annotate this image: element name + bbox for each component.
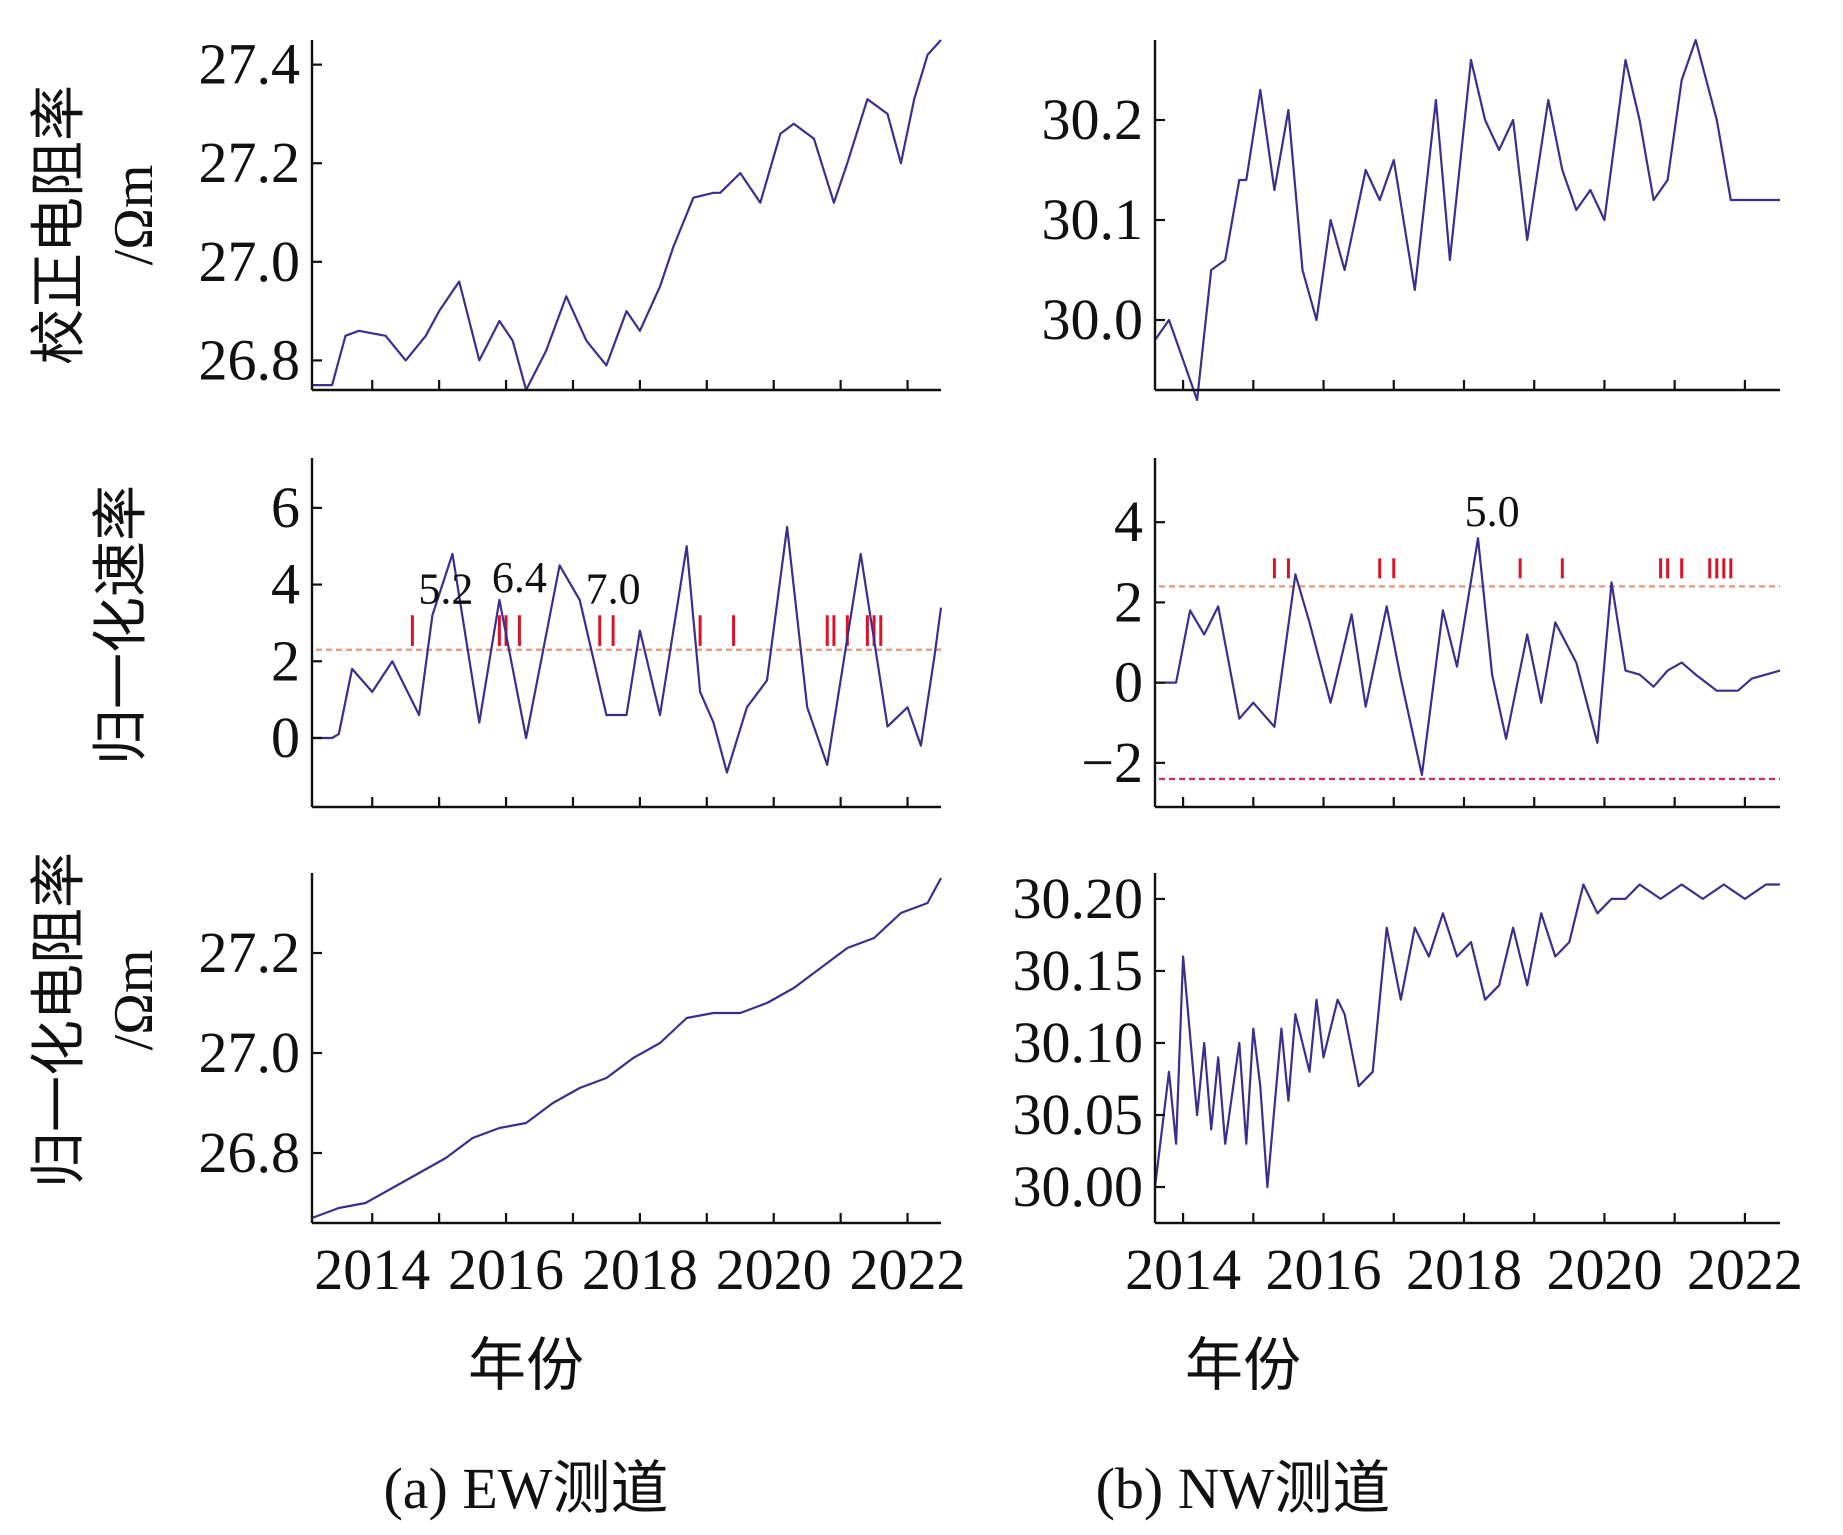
ew-normalized-series-line <box>311 877 942 1220</box>
nw-normalized-x-tick-label: 2022 <box>1687 1237 1803 1302</box>
row-label-corrected-resistivity: 校正电阻率 /Ωm <box>29 85 165 365</box>
panel-ew-corrected-resistivity: 26.8 27.0 27.2 27.4 <box>199 32 942 392</box>
panel-ew-normalized-rate: 0 2 4 6 5.2 6.4 7.0 <box>271 458 943 809</box>
ew-corrected-y-tick-label: 27.2 <box>199 130 301 195</box>
row-label-normalized-line2: /Ωm <box>103 950 165 1051</box>
nw-normalized-y-tick-label: 30.05 <box>1013 1082 1144 1147</box>
nw-rate-series-line <box>1155 537 1781 777</box>
xlabel-nw: 年份 <box>1185 1333 1301 1398</box>
caption-nw: (b) NW测道 <box>1096 1456 1391 1521</box>
ew-rate-annotation: 6.4 <box>492 553 547 602</box>
row-label-normalized-line1: 归一化电阻率 <box>29 852 91 1188</box>
row-label-corrected-line2: /Ωm <box>103 165 165 266</box>
nw-rate-annotation: 5.0 <box>1465 487 1520 536</box>
nw-normalized-y-tick-label: 30.20 <box>1013 866 1144 931</box>
ew-normalized-x-tick-label: 2022 <box>850 1237 966 1302</box>
nw-corrected-series-line <box>1154 38 1780 402</box>
row-label-normalized-rate: 归一化速率 <box>91 485 153 765</box>
ew-corrected-series-line <box>312 39 942 392</box>
nw-normalized-y-tick-label: 30.10 <box>1013 1010 1144 1075</box>
xlabel-ew: 年份 <box>468 1333 584 1398</box>
nw-normalized-x-tick-label: 2020 <box>1546 1237 1662 1302</box>
ew-rate-y-tick-label: 6 <box>271 475 300 540</box>
panel-nw-normalized-rate: −2 0 2 4 5.0 <box>1081 458 1781 809</box>
nw-normalized-x-tick-label: 2018 <box>1406 1237 1522 1302</box>
nw-normalized-x-tick-label: 2014 <box>1125 1237 1241 1302</box>
nw-rate-y-tick-label: −2 <box>1081 730 1143 795</box>
panel-nw-corrected-resistivity: 30.0 30.1 30.2 <box>1042 38 1780 402</box>
ew-rate-y-tick-label: 4 <box>271 552 300 617</box>
ew-corrected-y-tick-label: 27.4 <box>199 32 301 97</box>
ew-corrected-y-tick-label: 27.0 <box>199 229 301 294</box>
nw-corrected-y-tick-label: 30.2 <box>1042 87 1144 152</box>
ew-rate-y-tick-label: 2 <box>271 628 300 693</box>
panel-ew-normalized-resistivity: 26.8 27.0 27.2 2014 2016 2018 2020 2022 <box>199 873 966 1302</box>
ew-normalized-x-tick-label: 2016 <box>448 1237 564 1302</box>
ew-rate-annotation: 5.2 <box>418 565 473 614</box>
ew-normalized-x-tick-label: 2014 <box>314 1237 430 1302</box>
nw-rate-y-tick-label: 4 <box>1114 489 1143 554</box>
ew-normalized-x-tick-label: 2020 <box>716 1237 832 1302</box>
ew-normalized-x-tick-label: 2018 <box>582 1237 698 1302</box>
nw-corrected-y-tick-label: 30.1 <box>1042 187 1144 252</box>
nw-normalized-y-tick-label: 30.15 <box>1013 938 1144 1003</box>
ew-rate-series-line <box>312 525 943 774</box>
nw-rate-y-tick-label: 0 <box>1114 650 1143 715</box>
panel-nw-normalized-resistivity: 30.00 30.05 30.10 30.15 30.20 2014 2016 2018 202… <box>1013 866 1803 1302</box>
ew-normalized-y-tick-label: 27.2 <box>199 920 301 985</box>
ew-rate-annotation: 7.0 <box>586 565 641 614</box>
nw-normalized-x-tick-label: 2016 <box>1266 1237 1382 1302</box>
ew-normalized-y-tick-label: 26.8 <box>199 1120 301 1185</box>
row-label-normalized-resistivity: 归一化电阻率 /Ωm <box>29 852 165 1188</box>
ew-corrected-y-tick-label: 26.8 <box>199 327 301 392</box>
ew-normalized-y-tick-label: 27.0 <box>199 1020 301 1085</box>
row-label-corrected-line1: 校正电阻率 <box>29 85 91 365</box>
caption-ew: (a) EW测道 <box>383 1456 668 1521</box>
row-label-rate-line1: 归一化速率 <box>91 485 153 765</box>
nw-corrected-y-tick-label: 30.0 <box>1042 287 1144 352</box>
ew-rate-y-tick-label: 0 <box>271 705 300 770</box>
nw-normalized-series-line <box>1153 883 1780 1189</box>
nw-normalized-y-tick-label: 30.00 <box>1013 1154 1144 1219</box>
nw-rate-y-tick-label: 2 <box>1114 569 1143 634</box>
